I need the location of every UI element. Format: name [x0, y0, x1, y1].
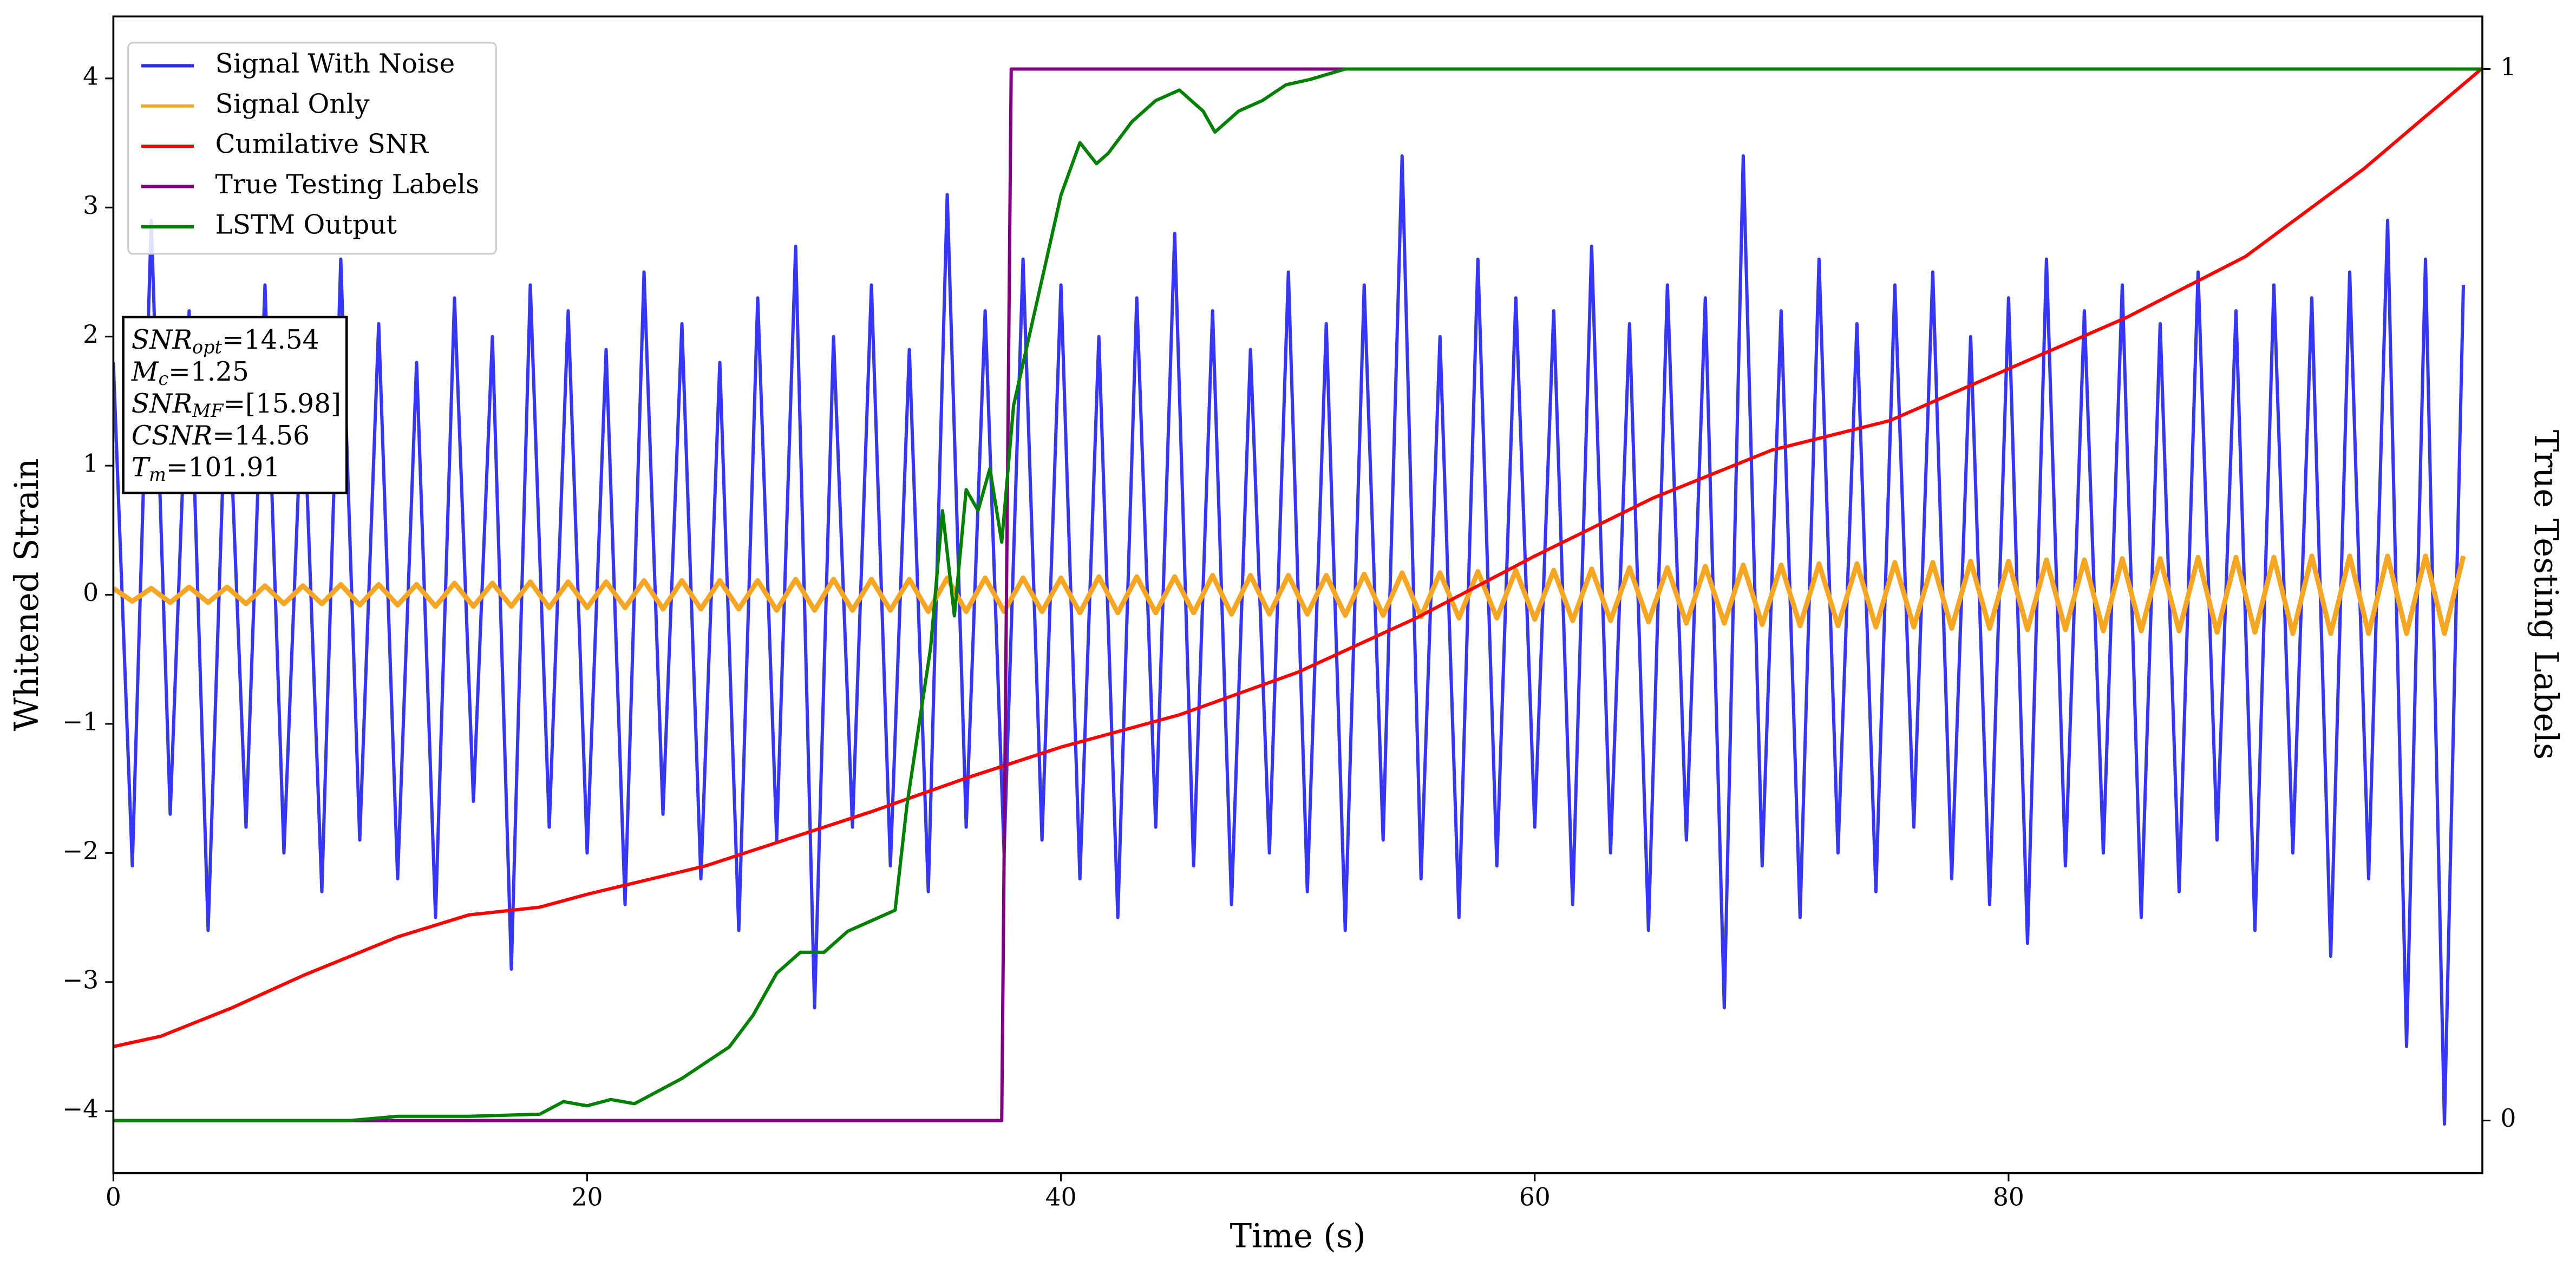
y-tick-label: 1: [83, 449, 99, 478]
x-tick-label: 40: [1045, 1183, 1077, 1212]
y-tick-label: −2: [62, 837, 99, 865]
annotation-value: =[15.98]: [223, 388, 341, 419]
y2-tick-label: 0: [2500, 1104, 2516, 1133]
x-axis-label: Time (s): [1230, 1218, 1366, 1256]
series-line: [113, 553, 2466, 636]
annotation-line: SNRopt=14.54: [132, 325, 319, 358]
legend-box: [127, 42, 497, 255]
annotation-var: CSNR: [132, 420, 212, 450]
annotation-sub: MF: [192, 400, 224, 421]
annotation-value: =14.54: [222, 325, 319, 355]
x-tick-label: 60: [1519, 1183, 1551, 1212]
annotation-var: T: [132, 452, 151, 482]
y-tick-label: −4: [62, 1095, 99, 1123]
annotation-var: SNR: [132, 325, 192, 355]
annotation-var: SNR: [132, 388, 192, 419]
annotation-sub: opt: [192, 336, 222, 357]
y-tick-label: 0: [83, 578, 99, 607]
legend: Signal With Noise Signal Only Cumilative S…: [127, 42, 497, 255]
x-tick-label: 80: [1993, 1183, 2024, 1212]
series-line: [113, 154, 2466, 1126]
x-tick-label: 0: [106, 1183, 121, 1212]
annotation-value: =1.25: [168, 357, 249, 387]
y-axis-label: Whitened Strain: [8, 459, 46, 731]
y2-axis-label: True Testing Labels: [2527, 430, 2565, 760]
legend-label: Cumilative SNR: [215, 129, 429, 160]
annotation-box: [122, 316, 348, 494]
y-tick-label: −1: [62, 707, 99, 736]
annotation: SNRopt=14.54Mc=1.25SNRMF=[15.98]CSNR=14.…: [122, 316, 348, 494]
series-line: [113, 67, 2483, 1122]
y-tick-label: 2: [83, 320, 99, 349]
y-tick-label: 4: [83, 62, 99, 90]
annotation-line: CSNR=14.56: [132, 420, 310, 450]
series-line: [113, 67, 2483, 1048]
y2-tick-label: 1: [2500, 53, 2516, 81]
annotation-line: Tm=101.91: [132, 452, 280, 485]
legend-label: True Testing Labels: [215, 169, 480, 200]
annotation-value: =101.91: [166, 452, 280, 482]
y-tick-label: 3: [83, 191, 99, 220]
legend-label: Signal Only: [215, 89, 370, 119]
legend-label: Signal With Noise: [215, 49, 455, 79]
legend-label: LSTM Output: [215, 210, 397, 240]
x-tick-label: 20: [572, 1183, 603, 1212]
annotation-value: =14.56: [212, 420, 310, 450]
annotation-line: SNRMF=[15.98]: [132, 388, 341, 421]
annotation-sub: c: [158, 368, 168, 389]
annotation-line: Mc=1.25: [131, 357, 249, 390]
y-tick-label: −3: [62, 965, 99, 994]
annotation-sub: m: [149, 464, 166, 485]
annotation-var: M: [131, 357, 159, 387]
